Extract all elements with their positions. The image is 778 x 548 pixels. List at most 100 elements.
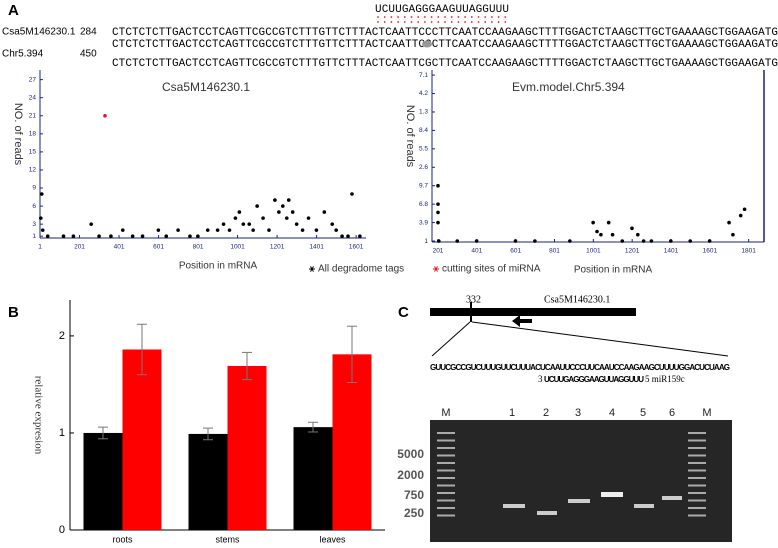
y-axis-label: NO. of reads	[404, 105, 416, 168]
data-point	[436, 202, 440, 206]
ladder-band	[437, 447, 455, 449]
x-tick-label: 1201	[270, 244, 285, 251]
data-point	[436, 210, 440, 215]
y-tick-label: 6	[32, 203, 36, 210]
data-point	[241, 222, 246, 226]
ladder-band	[437, 499, 455, 502]
data-point	[474, 239, 479, 243]
lane-label: 5	[640, 407, 646, 419]
x-axis-label: Position in mRNA	[179, 261, 258, 272]
ladder-band	[437, 462, 455, 464]
lane-label: 6	[669, 407, 675, 419]
data-point	[306, 216, 311, 220]
sample-band	[634, 504, 654, 508]
y-tick-label: 3	[32, 221, 36, 228]
chart-title: Evm.model.Chr5.394	[512, 80, 625, 94]
bar	[332, 354, 372, 530]
pair-dot	[377, 21, 379, 23]
x-tick-label: 801	[549, 248, 560, 255]
data-point	[130, 234, 135, 238]
lane-label: M	[441, 407, 450, 419]
data-point	[89, 222, 93, 226]
data-point	[436, 239, 441, 243]
pair-dot	[450, 16, 453, 18]
y-tick-label: 1	[32, 233, 36, 240]
data-point	[215, 228, 220, 232]
ladder-band	[437, 477, 455, 479]
data-point	[436, 220, 440, 225]
data-point	[273, 198, 277, 202]
data-point	[350, 192, 354, 196]
pair-dot	[484, 21, 487, 23]
pair-dot	[504, 16, 507, 18]
data-point	[290, 210, 295, 214]
data-point	[314, 228, 319, 232]
pair-dot	[457, 16, 460, 18]
data-point	[727, 220, 731, 225]
pair-dot	[397, 16, 399, 18]
data-point	[688, 239, 693, 243]
ladder-band	[688, 469, 706, 472]
data-point	[61, 234, 66, 238]
pair-dot	[403, 16, 406, 18]
x-tick-label: 401	[471, 248, 482, 255]
pair-dot	[504, 21, 507, 23]
ladder-band	[437, 469, 455, 472]
x-tick-label: 1001	[230, 244, 245, 251]
data-point	[322, 210, 327, 214]
data-point	[595, 229, 599, 234]
x-tick-label: 1201	[625, 248, 640, 255]
bar	[188, 433, 228, 530]
cleavage-site	[470, 302, 472, 322]
data-point	[38, 216, 43, 220]
lane-label: 1	[509, 407, 515, 419]
x-tick-label: stems	[215, 534, 240, 544]
data-point	[346, 234, 350, 238]
data-point	[738, 213, 743, 218]
data-point	[40, 228, 45, 232]
pair-dot	[430, 16, 433, 18]
pair-dot	[410, 16, 413, 18]
x-tick-label: 601	[153, 244, 164, 251]
primer-arrow	[512, 315, 532, 327]
pair-dot	[437, 16, 440, 18]
x-tick-label: 1001	[586, 248, 601, 255]
x-tick-label: 1401	[309, 244, 324, 251]
data-point	[45, 234, 50, 238]
pair-dot	[377, 16, 379, 18]
data-point	[707, 239, 712, 243]
data-point	[109, 234, 113, 238]
data-point	[267, 228, 271, 232]
pair-dot	[464, 16, 466, 18]
pair-dot	[403, 21, 406, 23]
pair-dot	[477, 21, 480, 23]
y-tick-label: 8.4	[419, 127, 428, 134]
pair-dot	[491, 16, 493, 18]
data-point	[284, 216, 289, 220]
x-tick-label: leaves	[319, 534, 346, 544]
panel-label: B	[8, 304, 19, 321]
data-point	[71, 234, 76, 238]
y-axis-label: relative expresion	[32, 376, 44, 455]
bar	[293, 427, 333, 530]
data-point	[300, 228, 305, 232]
x-tick-label: 801	[193, 244, 204, 251]
data-point	[513, 239, 518, 243]
mismatch-marker	[422, 40, 432, 48]
data-point	[606, 220, 611, 225]
x-tick-label: roots	[112, 534, 133, 544]
sample-band	[568, 499, 590, 503]
pair-dot	[497, 21, 500, 23]
gene-pos: 284	[80, 27, 97, 38]
x-tick-label: 1401	[664, 248, 679, 255]
x-tick-label: 1	[38, 244, 42, 251]
data-point	[247, 222, 252, 226]
data-point	[237, 210, 242, 214]
data-point	[591, 220, 595, 225]
y-tick-label: 5.5	[419, 146, 428, 153]
sequence: CTCTCTCTTGACTCCTCAGTTCGCCGTCTTTGTTCTTTAC…	[112, 39, 778, 51]
chart-title: Csa5M146230.1	[162, 80, 250, 94]
mirna-sequence: UCUUGAGGGAAGUUAGGUUU	[544, 375, 644, 384]
y-tick-label: 7.1	[419, 72, 428, 79]
